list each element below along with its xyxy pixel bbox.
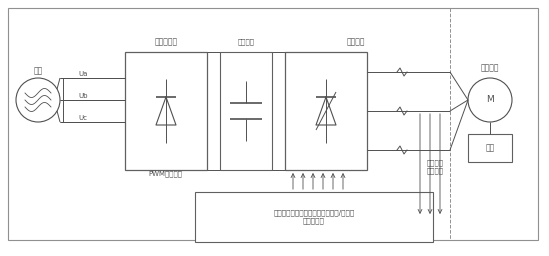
Text: 电网: 电网: [33, 67, 43, 76]
Text: 负载: 负载: [485, 144, 495, 153]
Text: 锥形电机: 锥形电机: [481, 63, 499, 72]
Text: Uc: Uc: [78, 115, 87, 121]
Text: 逆变单元: 逆变单元: [347, 37, 365, 47]
Text: 电机电流
采样信号: 电机电流 采样信号: [427, 160, 444, 174]
Bar: [468, 134, 512, 162]
Bar: [125, 52, 207, 170]
Text: 整流桥电路: 整流桥电路: [154, 37, 177, 47]
Bar: [220, 52, 272, 170]
Text: Ub: Ub: [78, 93, 87, 99]
Bar: [195, 192, 433, 242]
Text: 母线电容: 母线电容: [238, 39, 255, 45]
Text: M: M: [486, 95, 494, 104]
Text: PWM控制信号: PWM控制信号: [148, 171, 182, 177]
Text: Ua: Ua: [78, 71, 87, 77]
Text: 控制单元（包括磁链控制器和转矩/转矩电
流控制器）: 控制单元（包括磁链控制器和转矩/转矩电 流控制器）: [273, 210, 355, 224]
Bar: [285, 52, 367, 170]
